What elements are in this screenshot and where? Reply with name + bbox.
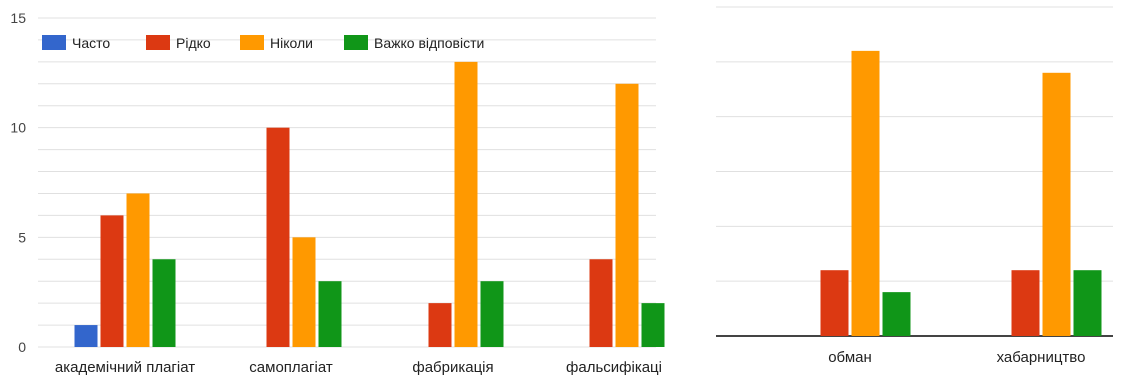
bar-nikoly bbox=[454, 61, 478, 347]
bar-ridko bbox=[1011, 270, 1040, 336]
bar-nikoly bbox=[126, 193, 150, 347]
y-tick-label: 10 bbox=[10, 120, 26, 136]
bar-nikoly bbox=[292, 237, 316, 347]
left-bar-chart: 0 5 10 15 академічний плагіат самоплагіат фабр… bbox=[10, 10, 665, 376]
y-tick-label: 0 bbox=[18, 339, 26, 355]
bar-vazhko bbox=[480, 281, 504, 347]
bar-vazhko bbox=[641, 303, 665, 347]
bar-chasto bbox=[74, 325, 98, 347]
bar-ridko bbox=[100, 215, 124, 347]
x-category-label: фабрикація bbox=[412, 359, 493, 376]
y-tick-label: 15 bbox=[10, 10, 26, 26]
bar-vazhko bbox=[318, 281, 342, 347]
x-category-label: хабарництво bbox=[997, 349, 1086, 366]
bar-ridko bbox=[266, 127, 290, 348]
bar-vazhko bbox=[882, 292, 911, 336]
x-category-label: академічний плагіат bbox=[55, 359, 195, 376]
x-category-label: самоплагіат bbox=[249, 359, 333, 376]
legend-swatch bbox=[42, 35, 66, 50]
legend-swatch bbox=[240, 35, 264, 50]
legend-swatch bbox=[146, 35, 170, 50]
bar-ridko bbox=[589, 259, 613, 347]
legend-label: Важко відповісти bbox=[374, 35, 484, 51]
legend-label: Рідко bbox=[176, 35, 211, 51]
x-category-label: обман bbox=[828, 349, 872, 366]
bar-vazhko bbox=[1073, 270, 1102, 336]
bar-ridko bbox=[820, 270, 849, 336]
y-tick-label: 5 bbox=[18, 229, 26, 245]
bar-nikoly bbox=[851, 50, 880, 336]
bar-nikoly bbox=[1042, 72, 1071, 337]
right-bar-chart: обман хабарництво bbox=[716, 6, 1113, 366]
bar-vazhko bbox=[152, 259, 176, 347]
x-category-label: фальсифікаці bbox=[566, 359, 662, 376]
bar-nikoly bbox=[615, 83, 639, 348]
legend-label: Ніколи bbox=[270, 35, 313, 51]
legend-swatch bbox=[344, 35, 368, 50]
bar-ridko bbox=[428, 303, 452, 347]
legend-label: Часто bbox=[72, 35, 110, 51]
